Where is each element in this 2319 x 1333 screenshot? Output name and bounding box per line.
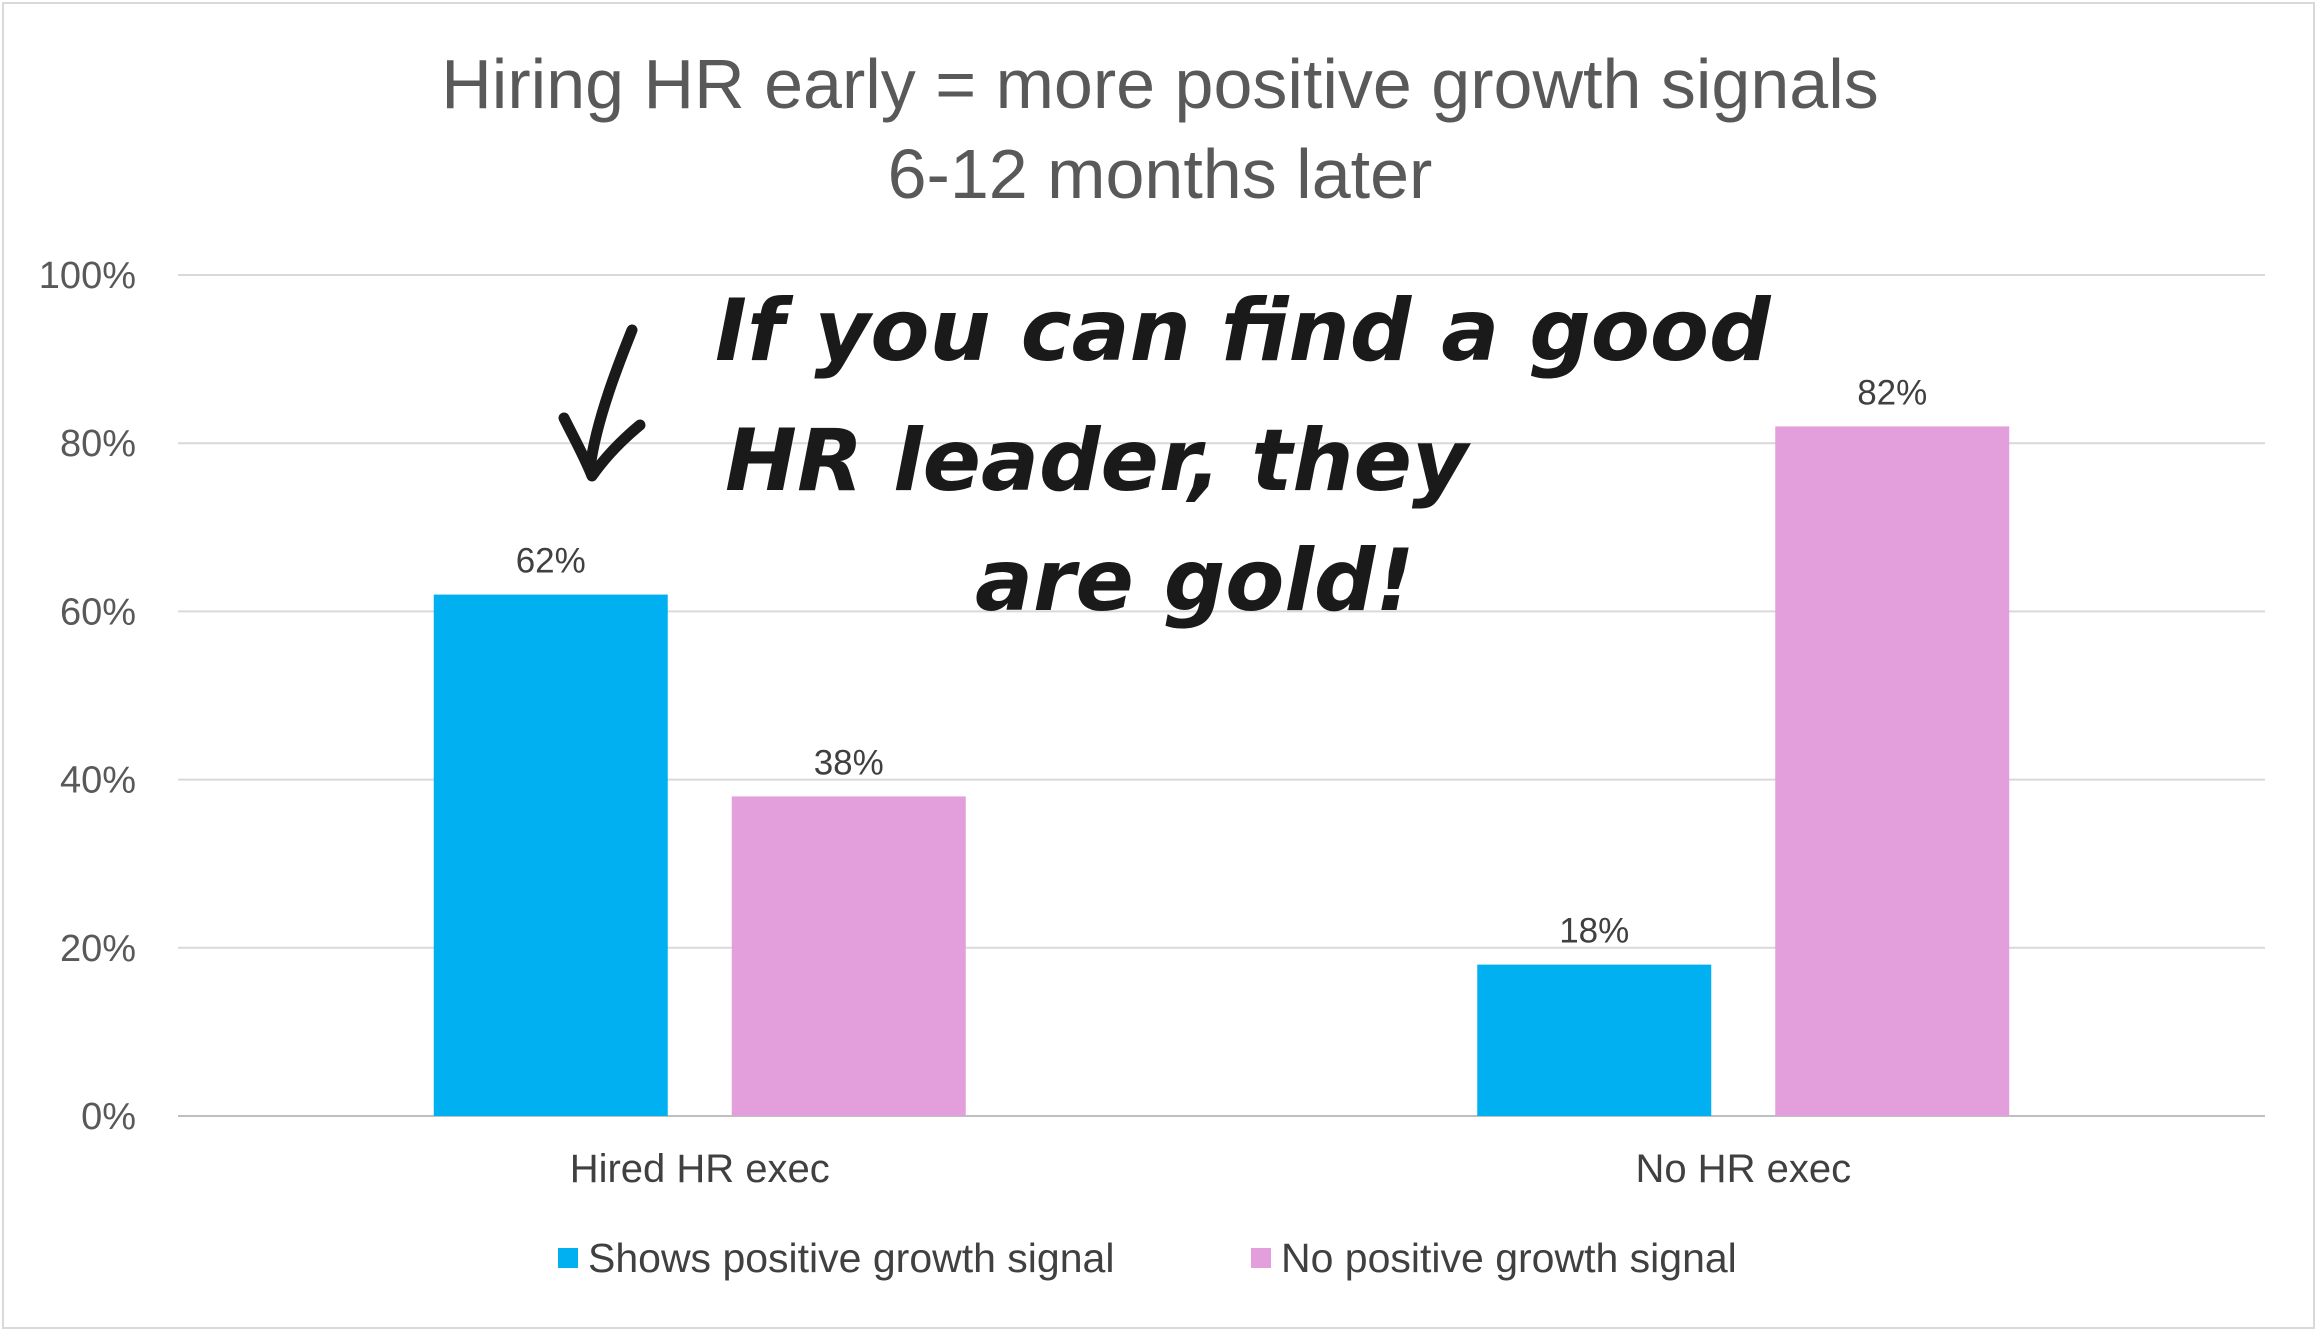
bar xyxy=(731,796,966,1116)
y-axis-ticks: 0% 20% 40% 60% 80% 100% xyxy=(39,255,136,1138)
data-label: 82% xyxy=(1857,373,1927,412)
chart-subtitle: 6-12 months later xyxy=(888,135,1433,213)
legend-swatch-series-1 xyxy=(558,1248,578,1268)
data-label: 38% xyxy=(814,743,884,782)
bar xyxy=(433,594,668,1116)
y-tick-label: 20% xyxy=(60,928,136,970)
legend-label-series-1: Shows positive growth signal xyxy=(588,1235,1114,1281)
x-category-label: No HR exec xyxy=(1635,1147,1851,1191)
data-label: 18% xyxy=(1559,912,1629,951)
down-arrow-icon xyxy=(558,324,646,482)
legend: Shows positive growth signal No positive… xyxy=(558,1235,1737,1281)
legend-label-series-2: No positive growth signal xyxy=(1281,1235,1737,1281)
bars xyxy=(433,426,2010,1116)
annotation-line-2: HR leader, they xyxy=(725,411,1472,511)
handwritten-annotation: If you can find a good HR leader, they a… xyxy=(558,281,1772,631)
y-tick-label: 60% xyxy=(60,591,136,633)
x-axis-categories: Hired HR exec No HR exec xyxy=(570,1147,1851,1191)
y-tick-label: 80% xyxy=(60,423,136,465)
legend-swatch-series-2 xyxy=(1251,1248,1271,1268)
annotation-line-1: If you can find a good xyxy=(715,281,1772,381)
annotation-line-3: are gold! xyxy=(975,531,1415,631)
data-label: 62% xyxy=(516,542,586,581)
y-tick-label: 40% xyxy=(60,760,136,802)
data-labels: 62% 38% 18% 82% xyxy=(516,373,1928,950)
x-category-label: Hired HR exec xyxy=(570,1147,830,1191)
y-tick-label: 0% xyxy=(81,1096,136,1138)
y-tick-label: 100% xyxy=(39,255,136,297)
bar xyxy=(1775,426,2010,1116)
chart-title: Hiring HR early = more positive growth s… xyxy=(441,45,1879,123)
bar xyxy=(1477,964,1712,1116)
